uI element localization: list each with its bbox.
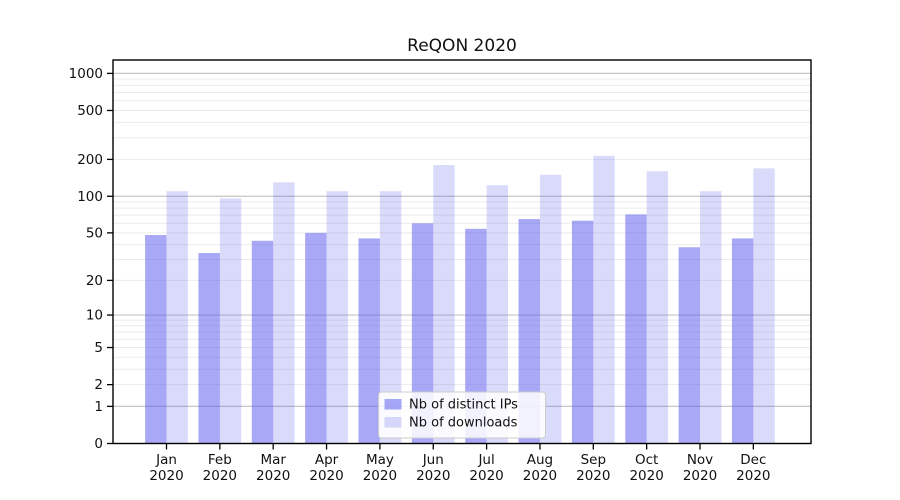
bar-downloads-jun bbox=[433, 165, 455, 444]
bar-distinct-ips-aug bbox=[518, 219, 540, 444]
plot-border bbox=[112, 59, 812, 445]
y-tick-label: 20 bbox=[86, 273, 103, 289]
bar-downloads-apr bbox=[326, 191, 348, 444]
x-tick-label-may: May 2020 bbox=[363, 452, 397, 484]
x-tick-label-nov: Nov 2020 bbox=[683, 452, 717, 484]
bar-downloads-aug bbox=[539, 174, 562, 444]
x-tick-label-dec: Dec 2020 bbox=[736, 452, 770, 484]
legend: Nb of distinct IPs Nb of downloads bbox=[378, 391, 546, 439]
bar-distinct-ips-oct bbox=[625, 214, 647, 444]
y-tick-label: 0 bbox=[94, 436, 103, 452]
legend-label-distinct-ips: Nb of distinct IPs bbox=[409, 398, 518, 413]
bar-distinct-ips-may bbox=[358, 238, 380, 444]
x-tick-label-mar: Mar 2020 bbox=[256, 452, 290, 484]
bar-downloads-sep bbox=[593, 155, 615, 444]
legend-swatch-downloads bbox=[384, 417, 402, 428]
bar-downloads-may bbox=[379, 191, 402, 444]
y-tick-label: 100 bbox=[77, 189, 103, 205]
bar-downloads-oct bbox=[646, 171, 669, 444]
bar-distinct-ips-dec bbox=[731, 238, 754, 444]
y-tick-label: 50 bbox=[86, 225, 103, 241]
x-tick-label-jul: Jul 2020 bbox=[469, 452, 503, 484]
y-tick-label: 200 bbox=[77, 152, 103, 168]
y-tick-label: 2 bbox=[94, 377, 103, 393]
x-tick-label-feb: Feb 2020 bbox=[203, 452, 237, 484]
y-tick-label: 5 bbox=[94, 340, 103, 356]
bar-downloads-jul bbox=[486, 185, 508, 444]
bar-distinct-ips-jan bbox=[145, 235, 167, 444]
x-tick-label-oct: Oct 2020 bbox=[629, 452, 663, 484]
y-tick-label: 1000 bbox=[69, 66, 103, 82]
bar-distinct-ips-feb bbox=[198, 253, 220, 444]
x-tick-label-aug: Aug 2020 bbox=[523, 452, 557, 484]
chart-title: ReQON 2020 bbox=[407, 36, 517, 56]
bar-distinct-ips-mar bbox=[251, 240, 274, 444]
y-tick-label: 1 bbox=[94, 399, 103, 415]
bar-distinct-ips-jul bbox=[465, 228, 487, 444]
bar-downloads-nov bbox=[700, 191, 722, 444]
bar-downloads-jan bbox=[166, 191, 188, 444]
bar-downloads-feb bbox=[219, 198, 242, 444]
legend-swatch-distinct-ips bbox=[384, 399, 402, 410]
x-tick-label-apr: Apr 2020 bbox=[309, 452, 343, 484]
legend-box bbox=[378, 391, 546, 439]
bar-downloads-mar bbox=[273, 182, 295, 444]
legend-label-downloads: Nb of downloads bbox=[409, 416, 518, 431]
bar-downloads-dec bbox=[753, 168, 775, 444]
x-tick-label-sep: Sep 2020 bbox=[576, 452, 610, 484]
bar-distinct-ips-apr bbox=[305, 232, 327, 444]
x-tick-label-jan: Jan 2020 bbox=[149, 452, 183, 484]
y-tick-label: 10 bbox=[86, 308, 103, 324]
bar-distinct-ips-nov bbox=[678, 247, 700, 444]
y-tick-label: 500 bbox=[77, 103, 103, 119]
x-tick-label-jun: Jun 2020 bbox=[416, 452, 450, 484]
bar-distinct-ips-sep bbox=[571, 220, 594, 444]
bar-distinct-ips-jun bbox=[411, 223, 434, 444]
